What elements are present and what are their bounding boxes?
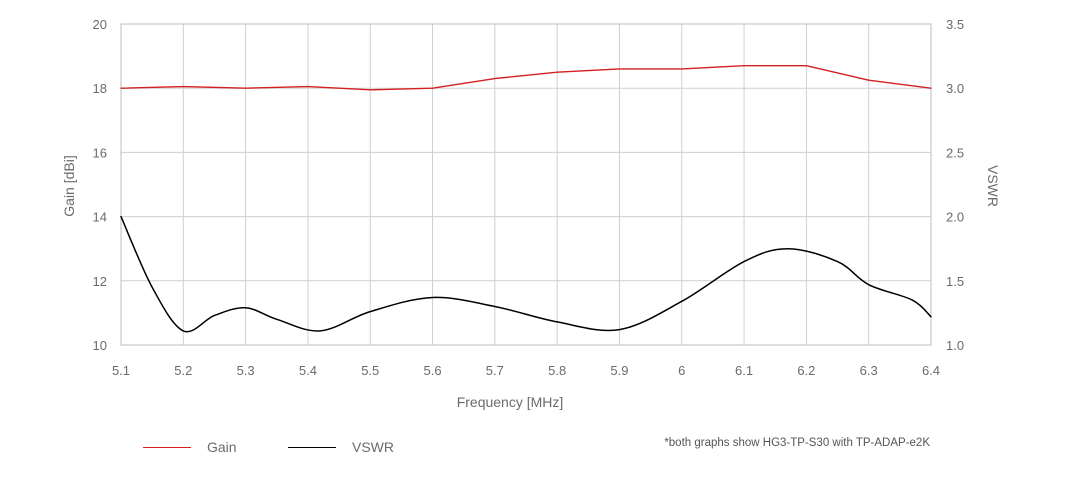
footnote: *both graphs show HG3-TP-S30 with TP-ADA… (664, 437, 930, 449)
x-tick-label: 6.4 (922, 363, 940, 378)
x-axis-title: Frequency [MHz] (457, 394, 564, 410)
y-left-tick-label: 20 (93, 17, 107, 32)
grid-lines (120, 23, 932, 346)
y-right-tick-label: 3.0 (946, 81, 964, 96)
x-tick-label: 5.1 (112, 363, 130, 378)
y-left-tick-label: 18 (93, 81, 107, 96)
y-right-tick-label: 1.0 (946, 338, 964, 353)
x-tick-label: 5.7 (486, 363, 504, 378)
vswr-series-line (120, 215, 932, 333)
y-right-axis-title: VSWR (985, 165, 1001, 207)
x-tick-label: 6.2 (797, 363, 815, 378)
x-tick-label: 5.3 (237, 363, 255, 378)
legend-vswr-label: VSWR (352, 439, 394, 455)
plot-frame (120, 23, 932, 346)
x-tick-label: 6 (678, 363, 685, 378)
x-tick-label: 5.2 (174, 363, 192, 378)
x-tick-label: 6.1 (735, 363, 753, 378)
legend-gain-label: Gain (207, 439, 237, 455)
y-right-tick-label: 3.5 (946, 17, 964, 32)
x-tick-label: 6.3 (860, 363, 878, 378)
legend-vswr-swatch (288, 446, 336, 448)
y-right-axis-ticks: 1.0 1.5 2.0 2.5 3.0 3.5 (946, 17, 964, 353)
y-right-tick-label: 2.5 (946, 145, 964, 160)
legend-vswr: VSWR (288, 436, 394, 458)
y-right-tick-label: 2.0 (946, 210, 964, 225)
y-left-tick-label: 10 (93, 338, 107, 353)
x-tick-label: 5.9 (610, 363, 628, 378)
y-left-axis-ticks: 10 12 14 16 18 20 (93, 17, 107, 353)
x-tick-label: 5.4 (299, 363, 317, 378)
x-tick-label: 5.6 (423, 363, 441, 378)
x-tick-label: 5.5 (361, 363, 379, 378)
y-left-tick-label: 12 (93, 274, 107, 289)
x-tick-label: 5.8 (548, 363, 566, 378)
y-left-tick-label: 16 (93, 145, 107, 160)
y-right-tick-label: 1.5 (946, 274, 964, 289)
series-layer (120, 65, 932, 333)
x-axis-ticks: 5.1 5.2 5.3 5.4 5.5 5.6 5.7 5.8 5.9 6 6.1 6.2 6.3 6.4 (112, 363, 940, 378)
y-left-tick-label: 14 (93, 210, 107, 225)
legend-gain: Gain (143, 436, 237, 458)
legend-gain-swatch (143, 446, 191, 448)
y-left-axis-title: Gain [dBi] (61, 155, 77, 216)
gain-series-line (120, 65, 932, 91)
